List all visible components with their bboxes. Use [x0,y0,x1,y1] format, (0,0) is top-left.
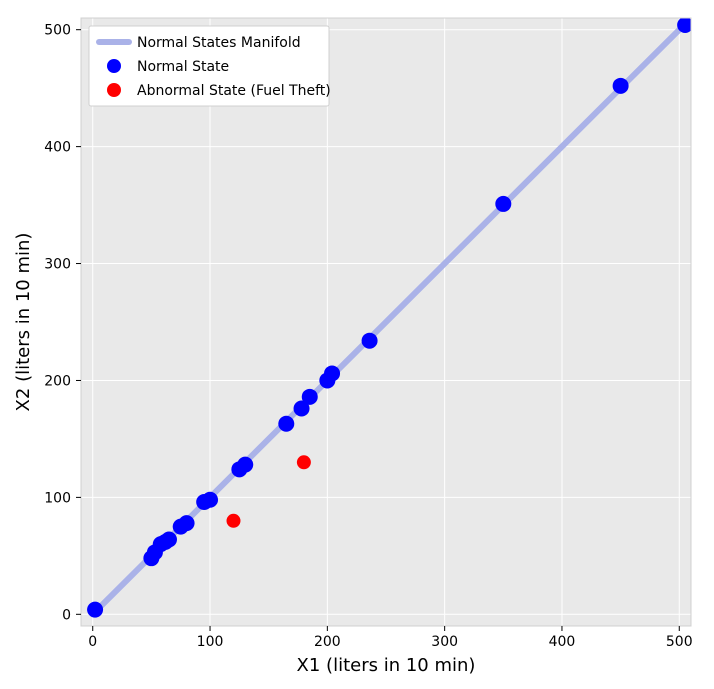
scatter-point [237,457,253,473]
y-tick-label: 200 [44,373,71,389]
scatter-point [278,416,294,432]
x-tick-label: 100 [197,634,224,650]
scatter-point [227,514,241,528]
x-axis: 0 100 200 300 400 500 [88,626,692,650]
y-tick-label: 500 [44,23,71,39]
y-tick-label: 100 [44,490,71,506]
scatter-point [495,196,511,212]
scatter-point [613,78,629,94]
x-tick-label: 200 [314,634,341,650]
legend-marker-swatch [107,59,121,73]
scatter-point [202,492,218,508]
y-tick-label: 0 [62,607,71,623]
x-tick-label: 400 [549,634,576,650]
scatter-point [302,389,318,405]
x-tick-label: 500 [666,634,693,650]
scatter-point [179,515,195,531]
y-axis-label: X2 (liters in 10 min) [13,233,34,412]
scatter-point [297,455,311,469]
chart-svg: 0 100 200 300 400 500 0 100 200 300 400 500 X1 (lite… [8,8,706,681]
x-axis-label: X1 (liters in 10 min) [297,655,476,676]
legend-marker-swatch [107,83,121,97]
x-tick-label: 300 [431,634,458,650]
legend-item: Abnormal State (Fuel Theft) [107,83,331,99]
scatter-point [324,365,340,381]
legend-label: Abnormal State (Fuel Theft) [137,83,331,99]
legend-label: Normal State [137,59,229,75]
y-axis: 0 100 200 300 400 500 [44,23,81,624]
chart-wrapper: 0 100 200 300 400 500 0 100 200 300 400 500 X1 (lite… [0,0,714,689]
scatter-point [161,531,177,547]
legend-label: Normal States Manifold [137,35,301,51]
legend: Normal States Manifold Normal State Abnorm… [89,26,331,106]
x-tick-label: 0 [88,634,97,650]
scatter-point [87,602,103,618]
y-tick-label: 400 [44,140,71,156]
y-tick-label: 300 [44,257,71,273]
scatter-point [362,333,378,349]
